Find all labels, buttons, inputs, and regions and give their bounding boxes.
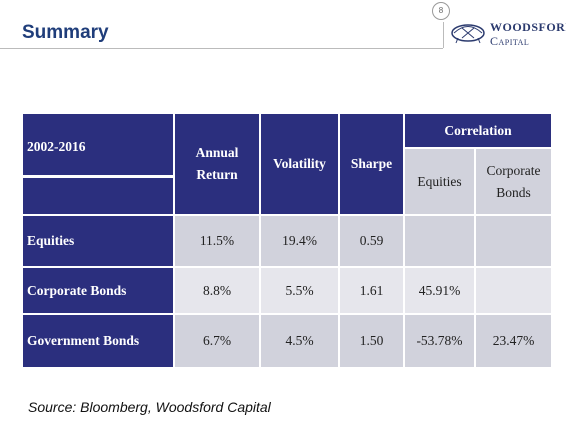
- logo-icon: [451, 24, 485, 44]
- row-label: Equities: [22, 215, 174, 267]
- subcolumn-header: Corporate Bonds: [475, 148, 552, 215]
- cell: 45.91%: [404, 267, 475, 314]
- cell: 19.4%: [260, 215, 339, 267]
- cell: [475, 267, 552, 314]
- cell: 23.47%: [475, 314, 552, 368]
- cell: 1.61: [339, 267, 404, 314]
- column-header: Volatility: [260, 113, 339, 215]
- source-note: Source: Bloomberg, Woodsford Capital: [28, 399, 271, 415]
- header-rule: [0, 48, 443, 49]
- subcolumn-header: Equities: [404, 148, 475, 215]
- cell: [404, 215, 475, 267]
- row-label: Government Bonds: [22, 314, 174, 368]
- logo-line1: WOODSFORD: [490, 20, 566, 34]
- cell: 6.7%: [174, 314, 260, 368]
- cell: 0.59: [339, 215, 404, 267]
- cell: -53.78%: [404, 314, 475, 368]
- slide-title: Summary: [22, 22, 109, 43]
- cell: 8.8%: [174, 267, 260, 314]
- cell: 1.50: [339, 314, 404, 368]
- row-label: Corporate Bonds: [22, 267, 174, 314]
- cell: 4.5%: [260, 314, 339, 368]
- period-header: 2002-2016: [22, 113, 174, 176]
- blank-header: [22, 176, 174, 215]
- logo-line2: Capital: [490, 34, 530, 48]
- column-header: Sharpe: [339, 113, 404, 215]
- header-divider: [443, 22, 444, 48]
- cell: 11.5%: [174, 215, 260, 267]
- cell: 5.5%: [260, 267, 339, 314]
- group-header: Correlation: [404, 113, 552, 148]
- page-number: 8: [432, 2, 450, 20]
- cell: [475, 215, 552, 267]
- column-header: Annual Return: [174, 113, 260, 215]
